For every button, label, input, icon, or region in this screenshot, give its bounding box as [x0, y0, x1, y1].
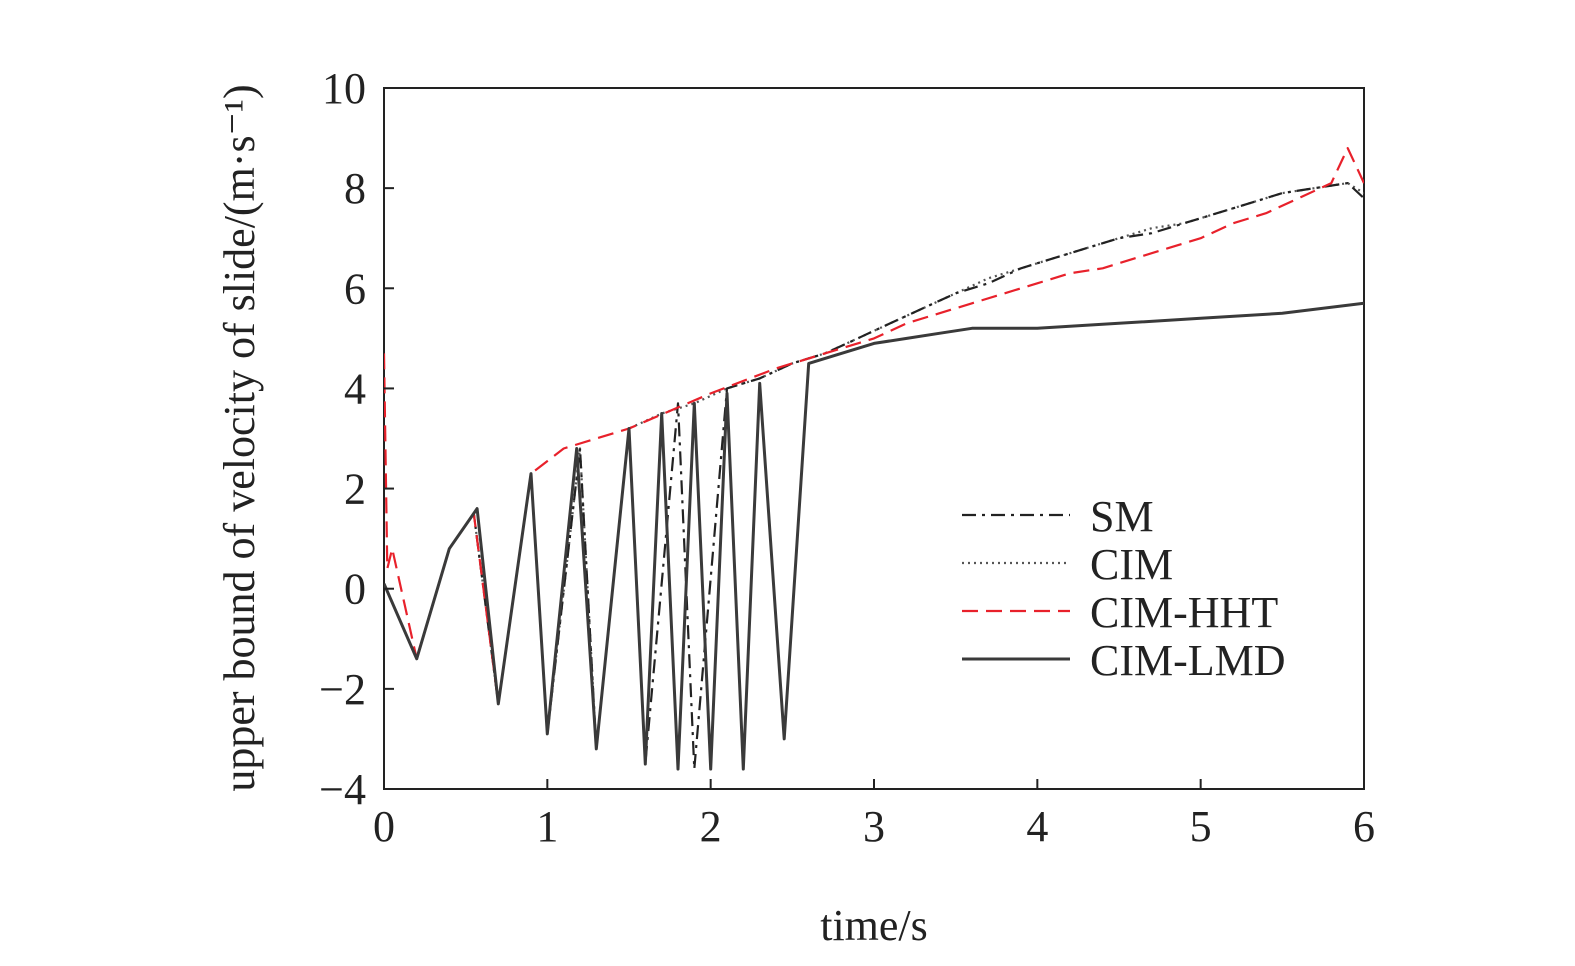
x-tick-label: 6: [1353, 802, 1375, 851]
y-tick-label: 8: [344, 164, 366, 213]
y-tick-label: 6: [344, 264, 366, 313]
y-tick-label: −2: [319, 665, 366, 714]
legend-label: SM: [1090, 492, 1154, 541]
x-tick-label: 3: [863, 802, 885, 851]
x-tick-label: 0: [373, 802, 395, 851]
x-axis-label: time/s: [820, 901, 928, 950]
y-tick-label: −4: [319, 765, 366, 814]
y-tick-label: 4: [344, 364, 366, 413]
y-tick-label: 0: [344, 565, 366, 614]
legend-label: CIM: [1090, 540, 1173, 589]
y-axis-label: upper bound of velocity of slide/(m·s⁻¹): [215, 84, 264, 791]
y-tick-label: 10: [322, 64, 366, 113]
x-tick-label: 4: [1026, 802, 1048, 851]
series-line-cim-lmd: [384, 301, 1364, 771]
x-tick-label: 1: [536, 802, 558, 851]
legend-label: CIM-HHT: [1090, 588, 1278, 637]
y-tick-label: 2: [344, 465, 366, 514]
x-tick-label: 5: [1190, 802, 1212, 851]
x-tick-label: 2: [700, 802, 722, 851]
legend-label: CIM-LMD: [1090, 636, 1286, 685]
